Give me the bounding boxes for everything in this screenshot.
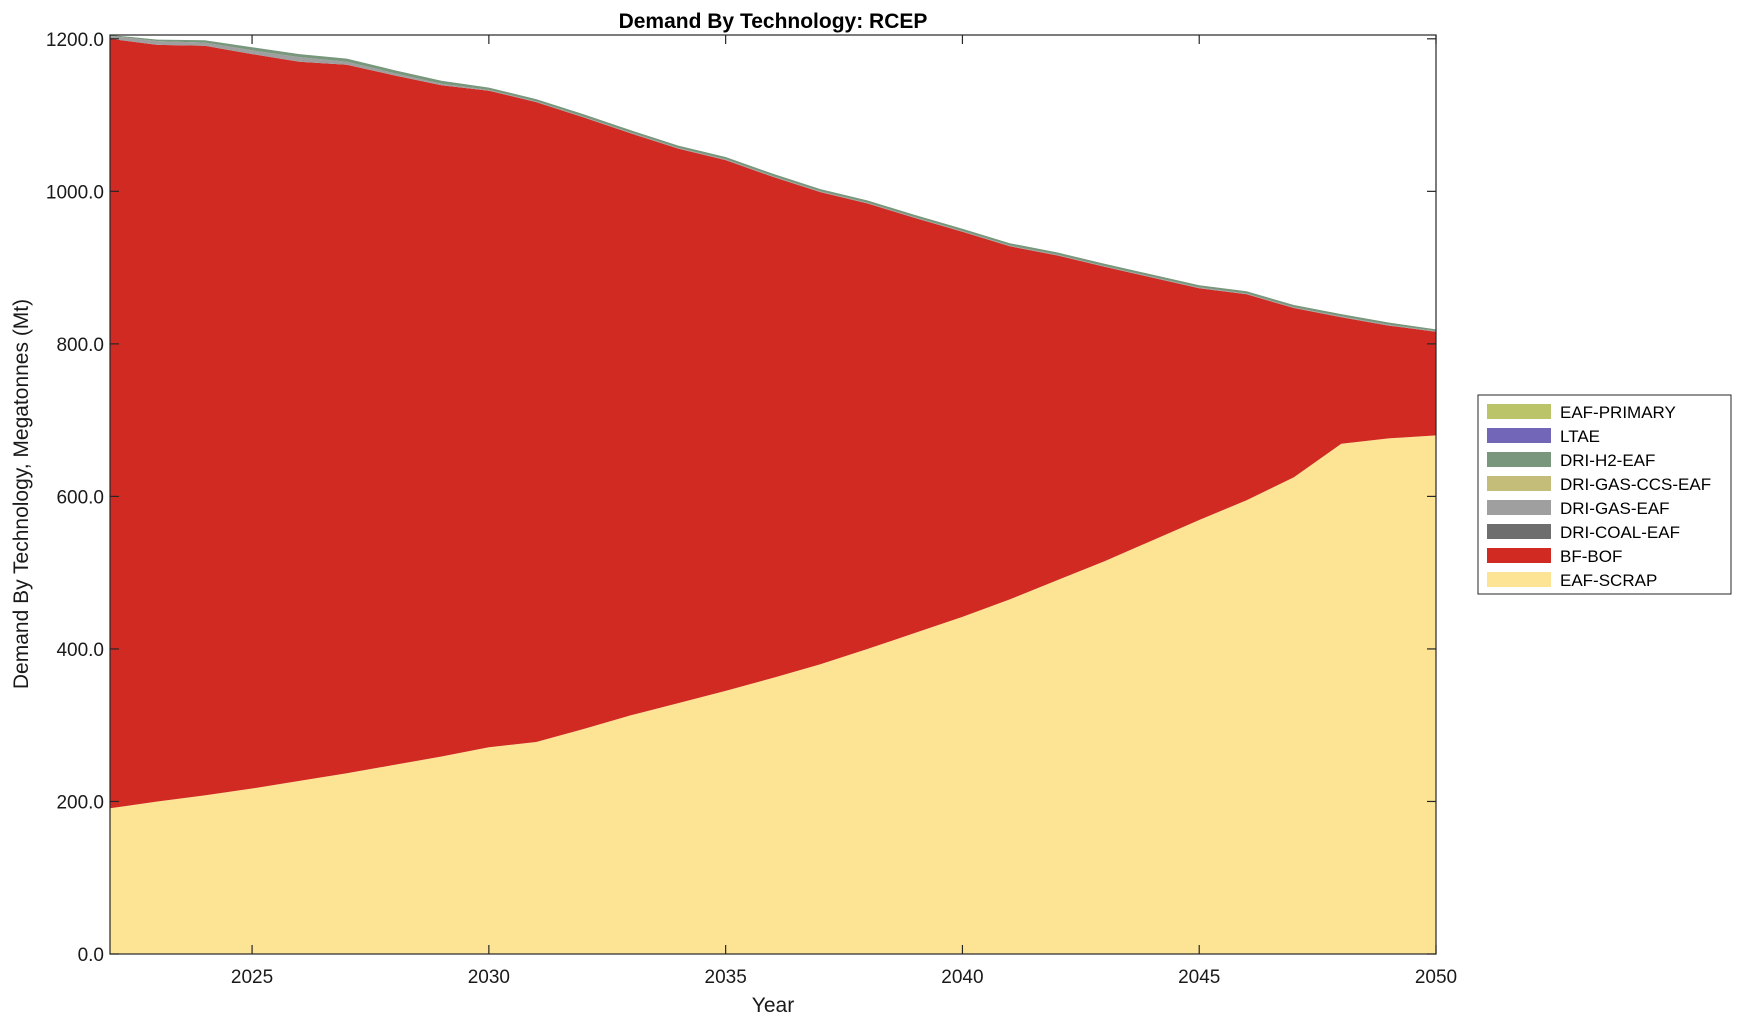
legend-swatch-eaf-primary	[1487, 404, 1551, 419]
legend-label-dri-gas-eaf: DRI-GAS-EAF	[1560, 499, 1670, 518]
legend: EAF-PRIMARY LTAE DRI-H2-EAF DRI-GAS-CCS-EAF…	[1477, 394, 1732, 595]
legend-swatch-dri-h2-eaf	[1487, 452, 1551, 467]
legend-label-eaf-primary: EAF-PRIMARY	[1560, 403, 1676, 422]
y-tick-label: 0.0	[78, 945, 104, 966]
legend-label-bf-bof: BF-BOF	[1560, 547, 1622, 566]
y-tick-label: 1200.0	[46, 30, 104, 51]
legend-swatch-ltae	[1487, 428, 1551, 443]
legend-swatch-eaf-scrap	[1487, 572, 1551, 587]
area-eaf-scrap	[110, 435, 1436, 954]
x-axis-title: Year	[752, 994, 794, 1017]
y-tick-label: 1000.0	[46, 182, 104, 203]
x-tick-label: 2040	[941, 967, 983, 988]
legend-label-ltae: LTAE	[1560, 427, 1600, 446]
legend-swatch-dri-coal-eaf	[1487, 524, 1551, 539]
y-tick-label: 200.0	[56, 792, 104, 813]
legend-label-dri-h2-eaf: DRI-H2-EAF	[1560, 451, 1655, 470]
legend-label-dri-gas-ccs-eaf: DRI-GAS-CCS-EAF	[1560, 475, 1711, 494]
y-tick-label: 400.0	[56, 640, 104, 661]
x-tick-label: 2050	[1415, 967, 1457, 988]
chart-title: Demand By Technology: RCEP	[619, 10, 928, 33]
legend-swatch-dri-gas-eaf	[1487, 500, 1551, 515]
axis-ticks: 2025 2030 2035 2040 2045 2050 0.0 200.0 400.0 600…	[46, 30, 1457, 988]
legend-swatch-bf-bof	[1487, 548, 1551, 563]
plot-frame	[109, 34, 1437, 955]
legend-swatch-dri-gas-ccs-eaf	[1487, 476, 1551, 491]
x-tick-label: 2030	[468, 967, 510, 988]
x-tick-label: 2045	[1178, 967, 1220, 988]
x-tick-label: 2025	[231, 967, 273, 988]
legend-label-dri-coal-eaf: DRI-COAL-EAF	[1560, 523, 1680, 542]
x-tick-label: 2035	[705, 967, 747, 988]
y-tick-label: 800.0	[56, 335, 104, 356]
area-series-group	[110, 35, 1436, 954]
y-tick-label: 600.0	[56, 487, 104, 508]
area-bf-bof	[110, 38, 1436, 809]
y-axis-title: Demand By Technology, Megatonnes (Mt)	[10, 299, 33, 689]
legend-label-eaf-scrap: EAF-SCRAP	[1560, 571, 1657, 590]
